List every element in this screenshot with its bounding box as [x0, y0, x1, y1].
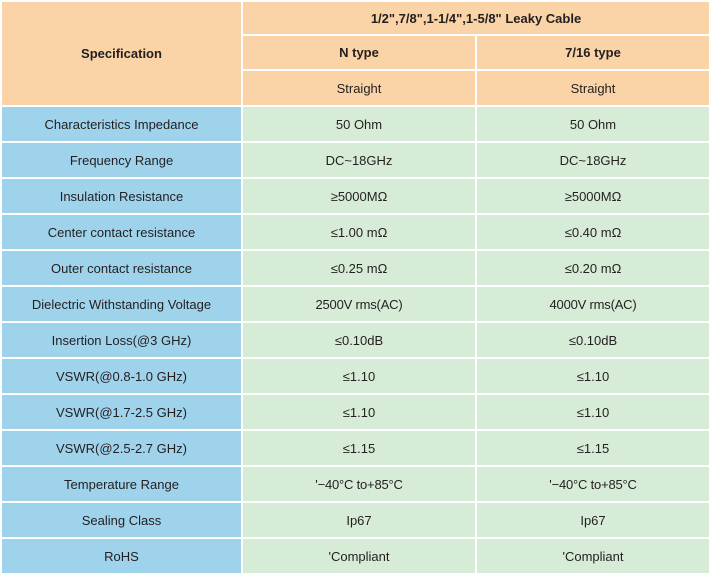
- row-value-n: ≤1.15: [241, 429, 477, 467]
- row-label: Frequency Range: [0, 141, 243, 179]
- row-value-n: DC~18GHz: [241, 141, 477, 179]
- header-row-form: Straight Straight: [1, 69, 709, 107]
- row-value-716: ≤1.10: [474, 357, 709, 395]
- row-value-716: 4000V rms(AC): [474, 285, 709, 323]
- row-value-n: ≤1.10: [241, 357, 477, 395]
- row-label: Temperature Range: [0, 465, 243, 503]
- row-value-n: 50 Ohm: [241, 105, 477, 143]
- row-value-716: '−40°C to+85°C: [474, 465, 709, 503]
- header-row-title: Specification 1/2",7/8",1-1/4",1-5/8" Le…: [0, 0, 709, 107]
- table-row: Insertion Loss(@3 GHz) ≤0.10dB ≤0.10dB: [0, 321, 709, 359]
- table-row: VSWR(@0.8-1.0 GHz) ≤1.10 ≤1.10: [0, 357, 709, 395]
- table-row: Outer contact resistance ≤0.25 mΩ ≤0.20 …: [0, 249, 709, 287]
- row-value-716: 50 Ohm: [474, 105, 709, 143]
- row-value-n: ≤0.25 mΩ: [241, 249, 477, 287]
- row-value-n: ≤1.00 mΩ: [241, 213, 477, 251]
- row-value-n: Ip67: [241, 501, 477, 539]
- column-form-n: Straight: [241, 69, 477, 107]
- row-value-n: ≤1.10: [241, 393, 477, 431]
- row-label: VSWR(@0.8-1.0 GHz): [0, 357, 243, 395]
- table-row: Dielectric Withstanding Voltage 2500V rm…: [0, 285, 709, 323]
- row-value-716: DC~18GHz: [474, 141, 709, 179]
- table-title: 1/2",7/8",1-1/4",1-5/8" Leaky Cable: [240, 0, 709, 36]
- row-label: Center contact resistance: [0, 213, 243, 251]
- row-label: Insulation Resistance: [0, 177, 243, 215]
- table-row: Insulation Resistance ≥5000MΩ ≥5000MΩ: [0, 177, 709, 215]
- row-value-716: ≤1.15: [474, 429, 709, 467]
- row-value-716: ≤0.40 mΩ: [474, 213, 709, 251]
- table-row: VSWR(@1.7-2.5 GHz) ≤1.10 ≤1.10: [0, 393, 709, 431]
- row-value-n: ≤0.10dB: [241, 321, 477, 359]
- row-value-716: ≤0.20 mΩ: [474, 249, 709, 287]
- row-label: VSWR(@2.5-2.7 GHz): [0, 429, 243, 467]
- row-value-n: ≥5000MΩ: [241, 177, 477, 215]
- row-label: Characteristics Impedance: [0, 105, 243, 143]
- row-label: VSWR(@1.7-2.5 GHz): [0, 393, 243, 431]
- table-row: Sealing Class Ip67 Ip67: [0, 501, 709, 539]
- row-value-716: ≥5000MΩ: [474, 177, 709, 215]
- row-value-716: ≤0.10dB: [474, 321, 709, 359]
- row-value-n: '−40°C to+85°C: [241, 465, 477, 503]
- column-type-n: N type: [241, 34, 477, 71]
- column-form-716: Straight: [474, 69, 709, 107]
- table-row: Center contact resistance ≤1.00 mΩ ≤0.40…: [0, 213, 709, 251]
- table-row: Temperature Range '−40°C to+85°C '−40°C …: [0, 465, 709, 503]
- row-label: Sealing Class: [0, 501, 243, 539]
- row-value-716: Ip67: [474, 501, 709, 539]
- table-row: Frequency Range DC~18GHz DC~18GHz: [0, 141, 709, 179]
- row-label: Dielectric Withstanding Voltage: [0, 285, 243, 323]
- column-type-716: 7/16 type: [474, 34, 709, 71]
- row-value-n: 2500V rms(AC): [241, 285, 477, 323]
- row-value-716: ≤1.10: [474, 393, 709, 431]
- spec-label: Specification: [0, 0, 243, 107]
- row-label: Insertion Loss(@3 GHz): [0, 321, 243, 359]
- row-label: Outer contact resistance: [0, 249, 243, 287]
- table-row: VSWR(@2.5-2.7 GHz) ≤1.15 ≤1.15: [0, 429, 709, 467]
- table-row: Characteristics Impedance 50 Ohm 50 Ohm: [0, 105, 709, 143]
